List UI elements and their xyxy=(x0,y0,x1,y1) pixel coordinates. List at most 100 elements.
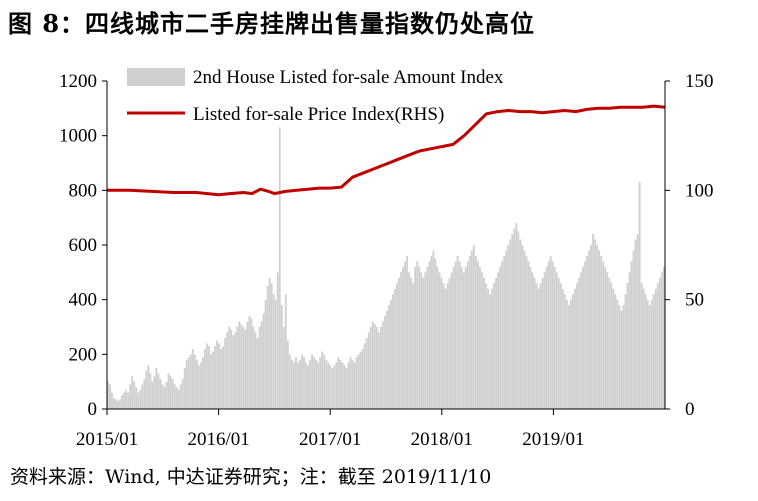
bar xyxy=(642,288,645,409)
bar xyxy=(367,332,370,409)
bar xyxy=(388,305,390,409)
bar xyxy=(547,261,550,409)
bar xyxy=(343,365,346,409)
bar xyxy=(325,359,328,409)
bar xyxy=(650,299,653,409)
x-tick-label: 2015/01 xyxy=(76,429,138,450)
bar xyxy=(157,373,160,409)
y-right-tick-label: 150 xyxy=(685,71,714,92)
bar xyxy=(503,255,506,409)
bar xyxy=(470,250,473,409)
bar xyxy=(278,127,281,409)
bar xyxy=(553,266,556,409)
line-series xyxy=(107,104,666,197)
bar xyxy=(563,294,566,409)
bar xyxy=(369,327,372,409)
bar xyxy=(624,294,627,409)
bar xyxy=(529,266,532,409)
bar xyxy=(561,288,564,409)
bar xyxy=(614,294,617,409)
bar xyxy=(618,305,621,409)
bar xyxy=(218,343,221,409)
bar xyxy=(517,231,520,409)
bar xyxy=(242,327,245,409)
bar xyxy=(513,228,516,409)
bar xyxy=(381,321,384,409)
bar xyxy=(602,261,605,409)
bar xyxy=(549,255,552,409)
bar xyxy=(335,362,338,409)
bar xyxy=(398,277,400,409)
bar xyxy=(472,245,475,409)
bar xyxy=(541,277,544,409)
bar xyxy=(246,321,249,409)
bar xyxy=(454,261,457,409)
bar xyxy=(608,277,611,409)
bar xyxy=(491,288,493,409)
bar xyxy=(220,348,223,409)
bar xyxy=(622,305,625,409)
bar xyxy=(640,283,643,409)
bar xyxy=(436,266,439,409)
bar xyxy=(232,335,235,409)
bar xyxy=(390,299,392,409)
bar xyxy=(658,277,661,409)
bar xyxy=(365,337,368,409)
bar xyxy=(149,373,152,409)
bar xyxy=(262,313,265,409)
bar xyxy=(628,272,631,409)
bar xyxy=(167,373,170,409)
bar xyxy=(321,351,324,409)
bar xyxy=(266,286,269,409)
bar xyxy=(329,365,332,409)
bar xyxy=(580,272,582,409)
bar xyxy=(420,272,423,409)
bar xyxy=(204,348,206,409)
bar xyxy=(511,234,514,409)
bar xyxy=(392,294,394,409)
chart-title: 图 8：四线城市二手房挂牌出售量指数仍处高位 xyxy=(8,9,536,38)
bar xyxy=(499,266,502,409)
bar xyxy=(654,288,657,409)
bar xyxy=(446,283,449,409)
bar xyxy=(462,272,465,409)
bar xyxy=(555,272,558,409)
bar xyxy=(592,234,595,409)
bar xyxy=(258,327,261,409)
bar xyxy=(444,288,447,409)
y-left-tick-label: 0 xyxy=(88,399,98,420)
bar xyxy=(244,329,247,409)
bar xyxy=(359,351,362,409)
bar xyxy=(557,277,560,409)
bar xyxy=(363,343,366,409)
bar xyxy=(195,359,198,409)
bar xyxy=(527,261,530,409)
bar xyxy=(200,362,202,409)
bar xyxy=(582,266,584,409)
x-tick-label: 2019/01 xyxy=(522,429,584,450)
bar xyxy=(606,272,609,409)
bar xyxy=(185,359,188,409)
bar xyxy=(129,384,132,409)
bar xyxy=(135,387,138,409)
bar xyxy=(497,272,500,409)
bar xyxy=(442,283,445,409)
bar xyxy=(119,399,121,409)
bar xyxy=(588,250,590,409)
y-left-tick-label: 400 xyxy=(69,290,98,311)
bar xyxy=(173,384,176,409)
bar xyxy=(652,294,655,409)
bar xyxy=(133,381,136,409)
bar xyxy=(537,288,540,409)
bar xyxy=(479,266,481,409)
bar xyxy=(543,272,546,409)
bar xyxy=(410,277,413,409)
bar xyxy=(264,299,267,409)
bar xyxy=(632,250,635,409)
bar xyxy=(493,283,495,409)
bar xyxy=(487,288,489,409)
bar xyxy=(159,378,162,409)
bar xyxy=(208,346,210,409)
bar xyxy=(254,332,257,409)
bar xyxy=(551,261,554,409)
